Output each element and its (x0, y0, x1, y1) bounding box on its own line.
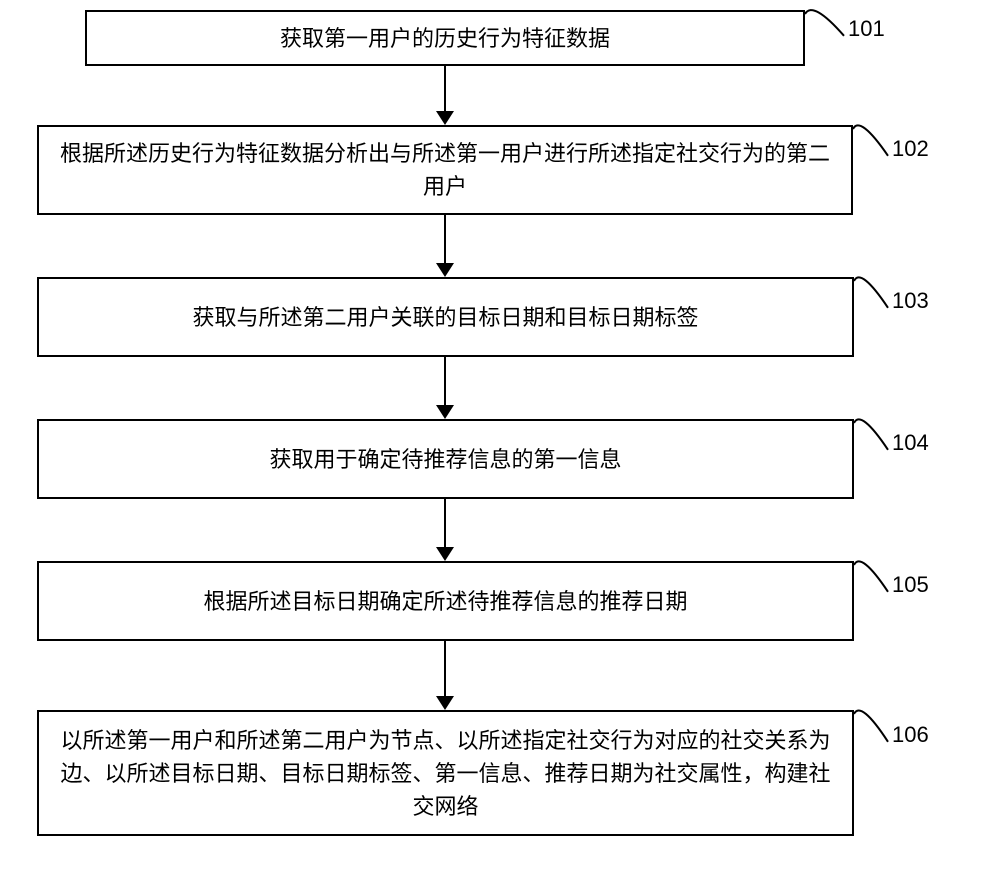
step-label-106: 106 (892, 722, 929, 748)
step-label-101: 101 (848, 16, 885, 42)
flow-node-text: 根据所述历史行为特征数据分析出与所述第一用户进行所述指定社交行为的第二用户 (51, 137, 839, 203)
flow-node-n6: 以所述第一用户和所述第二用户为节点、以所述指定社交行为对应的社交关系为边、以所述… (37, 710, 854, 836)
flow-node-text: 获取第一用户的历史行为特征数据 (280, 22, 610, 55)
step-label-103: 103 (892, 288, 929, 314)
flow-node-n2: 根据所述历史行为特征数据分析出与所述第一用户进行所述指定社交行为的第二用户 (37, 125, 853, 215)
flow-node-text: 获取用于确定待推荐信息的第一信息 (269, 443, 621, 476)
flow-node-text: 获取与所述第二用户关联的目标日期和目标日期标签 (192, 301, 698, 334)
flowchart-canvas: 获取第一用户的历史行为特征数据 101 根据所述历史行为特征数据分析出与所述第一用户… (0, 0, 1000, 873)
flow-node-n3: 获取与所述第二用户关联的目标日期和目标日期标签 (37, 277, 854, 357)
flow-node-n5: 根据所述目标日期确定所述待推荐信息的推荐日期 (37, 561, 854, 641)
step-label-102: 102 (892, 136, 929, 162)
flow-node-text: 根据所述目标日期确定所述待推荐信息的推荐日期 (203, 585, 687, 618)
step-label-105: 105 (892, 572, 929, 598)
step-label-104: 104 (892, 430, 929, 456)
flow-node-n1: 获取第一用户的历史行为特征数据 (85, 10, 805, 66)
flow-node-n4: 获取用于确定待推荐信息的第一信息 (37, 419, 854, 499)
flow-node-text: 以所述第一用户和所述第二用户为节点、以所述指定社交行为对应的社交关系为边、以所述… (51, 724, 840, 823)
